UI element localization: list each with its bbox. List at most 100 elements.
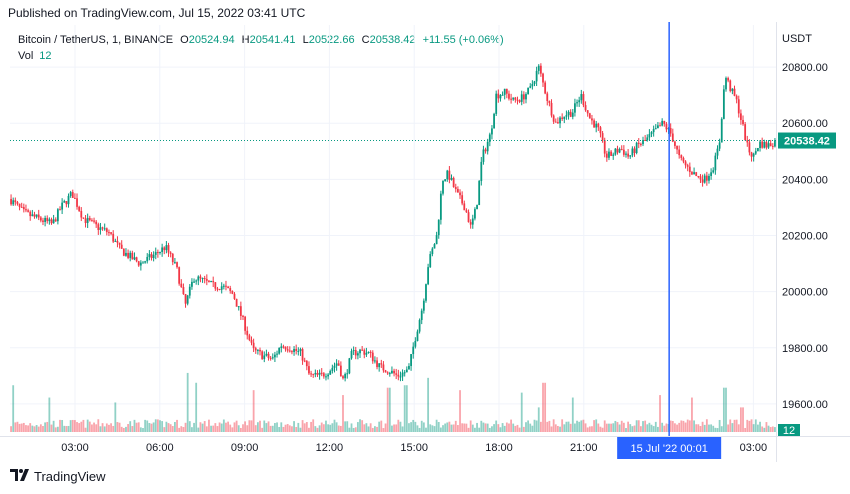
candle-body: [405, 369, 408, 373]
candle-body: [395, 373, 398, 375]
candle-body: [82, 217, 85, 219]
volume-bar: [233, 422, 236, 432]
candle-body: [356, 353, 359, 356]
volume-bar: [46, 421, 49, 432]
x-tick-label: 09:00: [231, 442, 259, 454]
candle-body: [480, 161, 483, 182]
volume-bar: [80, 421, 83, 432]
candle-body: [661, 120, 664, 126]
candle-body: [284, 346, 287, 350]
volume-bar: [665, 423, 668, 432]
volume-bar: [329, 424, 332, 432]
candle-body: [22, 207, 25, 210]
candle-body: [559, 117, 561, 124]
candle-body: [282, 346, 285, 348]
candle-body: [752, 153, 755, 157]
volume-bar: [442, 425, 444, 432]
volume-bar: [733, 419, 736, 432]
candle-body: [495, 93, 498, 114]
x-tick-label: 03:00: [61, 442, 89, 454]
candle-body: [131, 252, 134, 260]
volume-bar: [10, 426, 12, 432]
candle-body: [578, 100, 581, 103]
volume-bar: [578, 421, 581, 432]
volume-bar: [597, 423, 600, 432]
candle-body: [374, 360, 376, 362]
volume-bar: [65, 426, 68, 432]
volume-bar: [686, 419, 689, 432]
volume-bar: [263, 420, 266, 432]
candle-body: [701, 179, 704, 183]
candle-body: [229, 288, 232, 291]
volume-bar: [476, 422, 478, 432]
volume-bar: [461, 423, 464, 432]
volume-bar: [78, 423, 81, 432]
symbol-name[interactable]: Bitcoin / TetherUS, 1, BINANCE: [18, 34, 174, 46]
candle-body: [646, 137, 649, 141]
volume-bar: [252, 390, 255, 432]
candle-body: [325, 376, 327, 378]
volume-bar: [691, 397, 693, 432]
tradingview-brand[interactable]: TradingView: [34, 469, 106, 484]
candle-body: [512, 97, 515, 100]
candle-body: [91, 220, 93, 222]
volume-bar: [297, 422, 300, 432]
candle-body: [714, 155, 717, 171]
candle-body: [339, 365, 342, 377]
candle-body: [42, 220, 44, 222]
candle-body: [546, 93, 549, 102]
candle-body: [286, 349, 289, 351]
volume-bar: [295, 426, 298, 432]
volume-bar: [220, 423, 223, 432]
volume-bar: [459, 390, 461, 432]
volume-bar: [748, 420, 751, 432]
volume-bar: [335, 422, 338, 432]
volume-bar: [339, 425, 342, 432]
candle-body: [303, 360, 306, 362]
volume-bar: [729, 419, 732, 432]
volume-bar: [154, 419, 157, 432]
candle-body: [622, 149, 625, 155]
candle-body: [348, 358, 351, 374]
volume-bar: [310, 421, 312, 432]
currency-label: USDT: [782, 33, 812, 45]
volume-bar: [650, 424, 653, 432]
candle-body: [727, 78, 730, 81]
volume-bar: [716, 428, 719, 432]
volume-bar: [346, 421, 349, 432]
candle-body: [431, 248, 434, 255]
volume-bar: [137, 422, 140, 432]
candle-body: [44, 217, 47, 222]
volume-bar: [29, 423, 32, 432]
candle-body: [693, 172, 695, 175]
candle-body: [620, 149, 623, 151]
candle-body: [454, 187, 457, 190]
volume-bar: [182, 427, 185, 432]
volume-bar: [171, 426, 174, 432]
candle-body: [59, 209, 61, 211]
volume-bar: [235, 420, 238, 432]
volume-bar: [129, 421, 132, 432]
candle-body: [342, 376, 344, 379]
volume-bar: [269, 425, 272, 432]
candle-body: [482, 149, 485, 162]
candle-body: [425, 284, 427, 301]
y-tick-label: 20200.00: [782, 231, 828, 243]
candle-body: [382, 364, 385, 371]
volume-bar: [754, 419, 757, 432]
candle-body: [337, 363, 340, 366]
volume-bar: [33, 426, 36, 432]
volume-bar: [229, 424, 232, 432]
candle-body: [235, 298, 238, 307]
volume-bar: [622, 422, 625, 432]
candle-body: [433, 244, 436, 249]
candle-body: [527, 87, 530, 95]
volume-bar: [448, 421, 451, 432]
tradingview-logo-icon[interactable]: [10, 469, 30, 484]
candle-body: [252, 342, 255, 349]
volume-bar: [416, 425, 419, 432]
volume-bar: [465, 423, 468, 432]
volume-bar: [208, 419, 210, 432]
x-tick-label: 18:00: [485, 442, 513, 454]
